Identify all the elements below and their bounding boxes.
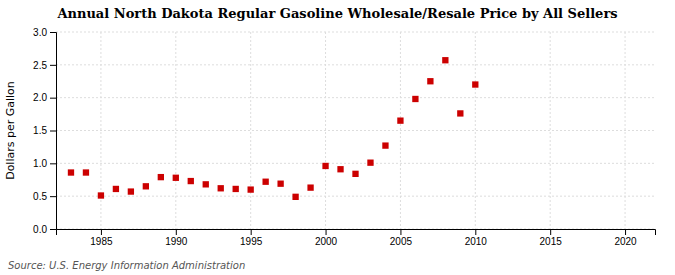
- x-tick: 2020: [614, 229, 637, 247]
- x-tick-mark: [101, 229, 102, 235]
- point: [472, 81, 478, 87]
- source: Source: U.S. Energy Information Administ…: [8, 260, 245, 271]
- x-axis: 1985 1990 1995 2000 2005 2010 2015 2020: [57, 229, 656, 247]
- x-tick: 2010: [465, 229, 488, 247]
- point: [292, 194, 298, 200]
- point: [262, 179, 268, 185]
- point: [218, 185, 224, 191]
- x-tick: 1985: [90, 229, 113, 247]
- point: [322, 163, 328, 169]
- grid-line-y: [56, 32, 655, 33]
- y-tick: 1.0: [33, 158, 56, 169]
- y-axis-label: Dollars per Gallon: [4, 81, 17, 180]
- y-tick-mark: [50, 131, 56, 132]
- x-tick: 2015: [540, 229, 563, 247]
- y-tick-mark: [50, 196, 56, 197]
- grid-line-y: [56, 64, 655, 65]
- y-tick: 0.0: [33, 224, 56, 235]
- y-tick-mark: [50, 65, 56, 66]
- grid: [56, 32, 655, 229]
- grid-line-y: [56, 196, 655, 197]
- grid-line-y: [56, 163, 655, 164]
- point: [412, 96, 418, 102]
- x-tick-label: 2005: [390, 236, 413, 247]
- grid-line-x: [475, 32, 476, 229]
- point: [98, 192, 104, 198]
- point: [457, 110, 463, 116]
- y-axis: 0.0 0.5 1.0 1.5 2.0 2.5 3.0: [33, 27, 56, 235]
- x-tick: 2000: [315, 229, 338, 247]
- y-tick: 2.5: [33, 60, 56, 71]
- grid-line-y: [56, 97, 655, 98]
- x-tick-mark: [400, 229, 401, 235]
- chart: 1985 1990 1995 2000 2005 2010 2015 2020 0.0 0.5 1.…: [0, 0, 675, 275]
- x-tick-mark: [550, 229, 551, 235]
- y-tick: 3.0: [33, 27, 56, 38]
- point: [307, 184, 313, 190]
- x-tick-label: 1995: [240, 236, 263, 247]
- point: [248, 186, 254, 192]
- point: [352, 171, 358, 177]
- point: [203, 181, 209, 187]
- x-tick-label: 2015: [540, 236, 563, 247]
- x-tick-mark: [326, 229, 327, 235]
- y-tick-label: 0.5: [33, 191, 47, 202]
- x-tick-mark: [475, 229, 476, 235]
- point: [337, 166, 343, 172]
- x-tick-mark: [625, 229, 626, 235]
- point: [173, 175, 179, 181]
- title: Annual North Dakota Regular Gasoline Who…: [56, 6, 617, 21]
- point: [188, 178, 194, 184]
- grid-line-x: [250, 32, 251, 229]
- y-tick: 2.0: [33, 92, 56, 103]
- point: [397, 117, 403, 123]
- x-tick-mark: [176, 229, 177, 235]
- y-axis-line: [50, 33, 57, 230]
- plot: 1985 1990 1995 2000 2005 2010 2015 2020 0.0 0.5 1.…: [33, 27, 655, 247]
- x-tick: 2005: [390, 229, 413, 247]
- point: [277, 181, 283, 187]
- y-tick-label: 2.0: [33, 92, 47, 103]
- y-tick-label: 0.0: [33, 224, 47, 235]
- x-tick-label: 2010: [465, 236, 488, 247]
- x-tick-label: 2020: [614, 236, 637, 247]
- y-tick-mark: [50, 163, 56, 164]
- x-tick-label: 1990: [165, 236, 188, 247]
- y-tick-label: 1.5: [33, 125, 47, 136]
- y-tick-label: 2.5: [33, 60, 47, 71]
- x-tick-label: 2000: [315, 236, 338, 247]
- y-tick: 1.5: [33, 125, 56, 136]
- point: [158, 174, 164, 180]
- y-tick-mark: [50, 98, 56, 99]
- x-tick-mark: [251, 229, 252, 235]
- x-tick-label: 1985: [90, 236, 113, 247]
- y-tick-label: 3.0: [33, 27, 47, 38]
- x-tick: 1990: [165, 229, 188, 247]
- point: [382, 142, 388, 148]
- point: [367, 160, 373, 166]
- point: [442, 57, 448, 63]
- x-tick: 1995: [240, 229, 263, 247]
- y-tick: 0.5: [33, 191, 56, 202]
- x-axis-line: [57, 230, 656, 236]
- point: [128, 188, 134, 194]
- points: [68, 57, 479, 200]
- y-tick-mark: [50, 32, 56, 33]
- point: [83, 169, 89, 175]
- point: [233, 186, 239, 192]
- y-tick-mark: [50, 229, 56, 230]
- point: [143, 183, 149, 189]
- point: [68, 169, 74, 175]
- point: [427, 78, 433, 84]
- y-tick-label: 1.0: [33, 158, 47, 169]
- grid-line-y: [56, 130, 655, 131]
- point: [113, 186, 119, 192]
